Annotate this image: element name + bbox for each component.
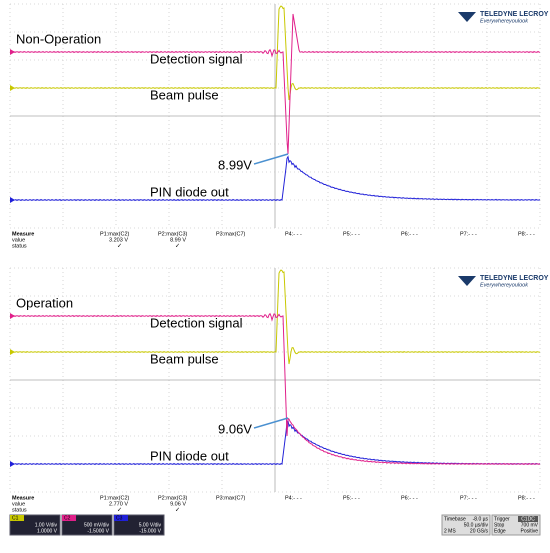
measure-header: Measure [12,495,34,501]
channel-scale: 1.00 V/div [35,522,58,528]
channel-marker [10,313,15,319]
measure-param: P6:- - - [401,231,418,237]
logo-icon [458,12,476,22]
measure-value: 9.06 V [170,501,186,507]
measure-header: Measure [12,231,34,237]
measure-param: P7:- - - [460,231,477,237]
measure-header: value [12,237,25,243]
trace-label: PIN diode out [150,184,229,199]
pin-trace [9,155,541,202]
logo-tagline: Everywhereyoulook [480,282,528,288]
channel-marker [10,49,15,55]
measure-param: P2:max(C3) [158,231,188,237]
channel-name: C2 [64,515,71,521]
measure-param: P7:- - - [460,495,477,501]
measure-status: ✓ [175,508,180,514]
channel-offset: -15.000 V [139,528,161,534]
trace-label: Detection signal [150,51,243,66]
trace-label: Detection signal [150,315,243,330]
trace-label: Beam pulse [150,351,219,366]
trigger-channel: C1DC [521,516,535,522]
logo-brand: TELEDYNE LECROY [480,11,549,18]
measure-param: P8:- - - [518,231,535,237]
measure-param: P3:max(C7) [216,231,246,237]
detection-trace [9,312,541,466]
measure-value: 8.99 V [170,237,186,243]
channel-scale: 500 mV/div [84,522,110,528]
channel-scale: 5.00 V/div [139,522,162,528]
measure-param: P3:max(C7) [216,495,246,501]
measure-param: P5:- - - [343,231,360,237]
measure-status: ✓ [117,508,122,514]
channel-name: C1 [12,515,19,521]
measure-header: value [12,501,25,507]
measure-param: P1:max(C2) [100,231,130,237]
timebase-div: 50.0 µs/div [464,522,489,528]
timebase-delay: -8.0 µs [473,516,489,522]
channel-tab [10,515,24,521]
trigger-label: Trigger [494,516,510,522]
measure-param: P2:max(C3) [158,495,188,501]
trigger-mode: Stop [494,522,505,528]
beam-trace [9,269,541,365]
detection-trace [9,13,541,155]
trace-label: PIN diode out [150,448,229,463]
trace-label: Beam pulse [150,87,219,102]
trigger-slope: Positive [520,528,538,534]
timebase-box [441,514,491,536]
mode-label: Operation [16,295,73,310]
measure-status: ✓ [175,244,180,250]
channel-marker [10,197,15,203]
measure-param: P4:- - - [285,495,302,501]
measure-value: 3.203 V [109,237,128,243]
trigger-type: Edge [494,528,506,534]
logo-icon [458,276,476,286]
measure-status: ✓ [117,244,122,250]
channel-marker [10,349,15,355]
peak-label: 8.99V [218,157,252,172]
peak-label: 9.06V [218,421,252,436]
measure-value: 2.770 V [109,501,128,507]
timebase-samples: 2 MS [444,528,456,534]
measure-header: status [12,243,27,249]
channel-marker [10,461,15,467]
timebase-rate: 20 GS/s [470,528,489,534]
channel-offset: -1.5000 V [87,528,109,534]
measure-header: status [12,507,27,513]
measure-param: P1:max(C2) [100,495,130,501]
mode-label: Non-Operation [16,31,101,46]
measure-param: P5:- - - [343,495,360,501]
timebase-label: Timebase [444,516,466,522]
channel-name: C3 [116,515,123,521]
measure-param: P6:- - - [401,495,418,501]
channel-marker [10,85,15,91]
channel-tab [114,515,128,521]
beam-trace [9,5,541,101]
trigger-channel-box [518,516,538,522]
measure-param: P4:- - - [285,231,302,237]
channel-offset: 1.0000 V [37,528,58,534]
logo-brand: TELEDYNE LECROY [480,275,549,282]
measure-param: P8:- - - [518,495,535,501]
trigger-level: 700 mV [521,522,539,528]
logo-tagline: Everywhereyoulook [480,18,528,24]
channel-tab [62,515,76,521]
annotation-arrow [253,153,289,165]
annotation-arrow [253,417,289,429]
